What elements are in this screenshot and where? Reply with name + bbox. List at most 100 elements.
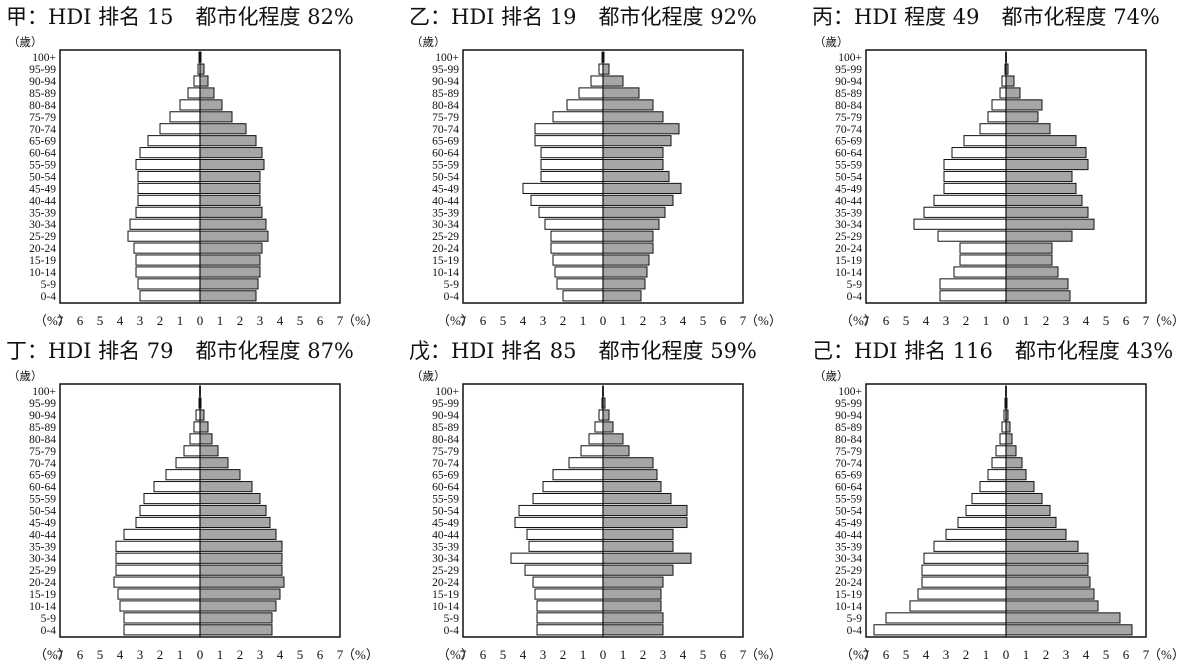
- age-tick-label: 95-99: [29, 64, 56, 76]
- female-bar: [1005, 540, 1079, 552]
- age-tick-label: 30-34: [29, 553, 56, 565]
- x-tick-label: 0: [197, 313, 204, 328]
- male-bar: [514, 516, 604, 529]
- female-bar: [602, 254, 650, 266]
- age-tick-label: 85-89: [432, 422, 459, 434]
- age-tick-label: 80-84: [29, 100, 56, 112]
- age-tick-label: 45-49: [835, 183, 862, 195]
- x-tick-label: 7: [740, 647, 747, 662]
- x-tick-label: 1: [580, 313, 587, 328]
- age-tick-label: 80-84: [432, 100, 459, 112]
- x-tick-label: 2: [157, 313, 164, 328]
- male-bar: [139, 290, 201, 302]
- panel-urbanization: 都市化程度 74%: [1001, 5, 1160, 29]
- x-tick-label: 7: [57, 313, 64, 328]
- female-bar: [602, 528, 674, 540]
- female-bar: [199, 278, 259, 290]
- panel-label: 乙: [409, 5, 430, 29]
- female-bar: [199, 194, 261, 206]
- age-tick-label: 75-79: [835, 446, 862, 458]
- x-unit-label: （%）: [745, 313, 782, 328]
- female-bar: [199, 254, 261, 266]
- age-tick-label: 65-69: [432, 136, 459, 148]
- female-bar: [602, 158, 664, 171]
- female-bar: [1005, 147, 1087, 159]
- female-bar: [199, 469, 241, 481]
- x-tick-label: 2: [1043, 313, 1050, 328]
- age-tick-label: 70-74: [432, 458, 459, 470]
- female-bar: [1005, 158, 1089, 171]
- x-tick-label: 2: [1043, 647, 1050, 662]
- x-tick-label: 4: [680, 313, 687, 328]
- male-bar: [135, 266, 201, 278]
- male-bar: [957, 516, 1007, 529]
- x-tick-label: 6: [77, 313, 84, 328]
- age-tick-label: 10-14: [432, 601, 459, 613]
- male-bar: [909, 600, 1007, 612]
- age-tick-label: 70-74: [29, 458, 56, 470]
- x-tick-label: 7: [460, 647, 467, 662]
- female-bar: [1005, 87, 1021, 99]
- x-tick-label: 1: [1023, 647, 1030, 662]
- female-bar: [199, 516, 271, 529]
- female-bar: [602, 123, 680, 135]
- x-tick-label: 1: [620, 313, 627, 328]
- age-tick-label: 60-64: [432, 148, 459, 160]
- female-bar: [1005, 469, 1027, 481]
- x-tick-label: 6: [317, 313, 324, 328]
- female-bar: [602, 540, 674, 552]
- x-tick-label: 5: [500, 647, 507, 662]
- age-tick-label: 85-89: [29, 88, 56, 100]
- age-tick-label: 10-14: [835, 601, 862, 613]
- age-tick-label: 85-89: [432, 88, 459, 100]
- x-tick-label: 3: [137, 313, 144, 328]
- panel-hdi: ：HDI 程度 49: [833, 5, 980, 29]
- x-tick-label: 4: [520, 313, 527, 328]
- age-tick-label: 25-29: [835, 565, 862, 577]
- male-bar: [979, 481, 1007, 493]
- age-tick-label: 85-89: [835, 88, 862, 100]
- x-tick-label: 0: [600, 647, 607, 662]
- bars: [913, 51, 1095, 302]
- male-bar: [913, 218, 1007, 230]
- age-tick-label: 75-79: [29, 446, 56, 458]
- female-bar: [602, 588, 662, 600]
- female-bar: [199, 266, 261, 278]
- panel-urbanization: 都市化程度 43%: [1014, 339, 1174, 363]
- female-bar: [1005, 552, 1089, 564]
- female-bar: [1005, 481, 1035, 493]
- female-bar: [602, 182, 682, 195]
- x-unit-label: （%）: [1148, 313, 1185, 328]
- male-bar: [534, 123, 604, 135]
- age-tick-label: 0-4: [847, 625, 863, 637]
- female-bar: [602, 170, 670, 183]
- age-tick-label: 10-14: [835, 267, 862, 279]
- age-tick-label: 100+: [838, 386, 862, 398]
- panel-hdi: ：HDI 排名 19: [430, 5, 577, 29]
- female-bar: [199, 242, 263, 254]
- age-tick-label: 65-69: [835, 136, 862, 148]
- male-bar: [953, 266, 1007, 278]
- x-tick-label: 1: [983, 647, 990, 662]
- age-tick-label: 25-29: [835, 231, 862, 243]
- female-bar: [602, 147, 664, 159]
- female-bar: [1005, 457, 1023, 469]
- female-bar: [1005, 218, 1095, 230]
- female-bar: [602, 135, 672, 147]
- male-bar: [552, 111, 604, 123]
- male-bar: [971, 492, 1007, 505]
- age-tick-label: 75-79: [432, 112, 459, 124]
- male-bar: [135, 206, 201, 218]
- male-bar: [538, 206, 604, 218]
- male-bar: [113, 576, 201, 588]
- female-bar: [602, 99, 654, 111]
- age-tick-label: 20-24: [29, 243, 56, 255]
- male-bar: [532, 492, 604, 505]
- female-bar: [199, 75, 209, 87]
- male-bar: [133, 242, 201, 254]
- x-unit-label: （%）: [437, 647, 474, 662]
- male-bar: [526, 528, 604, 540]
- female-bar: [199, 612, 273, 624]
- male-bar: [590, 75, 604, 87]
- age-tick-label: 5-9: [847, 613, 863, 625]
